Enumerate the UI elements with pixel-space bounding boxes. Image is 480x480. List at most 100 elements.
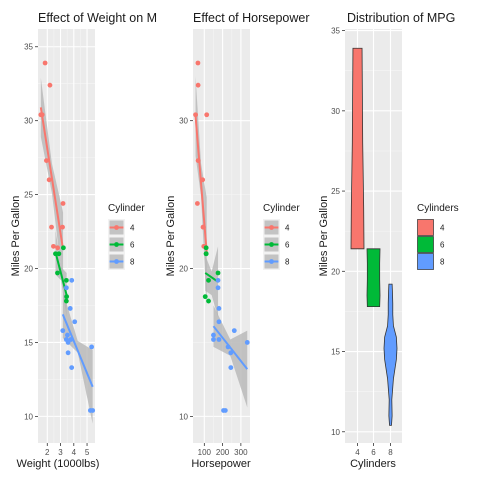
y-tick-label: 15	[24, 338, 33, 347]
regression-line-4-cyl	[194, 116, 208, 253]
data-point-8-cyl	[216, 306, 222, 311]
mpg-chart-title: Distribution of MPG	[347, 11, 455, 25]
x-tick-label: 200	[216, 448, 230, 457]
legend-label-8-cyl: 8	[285, 258, 290, 267]
data-point-6-cyl	[63, 277, 69, 283]
data-point-8-cyl	[67, 306, 73, 311]
x-tick-label: 5	[85, 448, 90, 457]
data-point-8-cyl	[222, 408, 228, 413]
data-point-8-cyl	[228, 365, 234, 370]
confidence-band-8-cyl	[213, 305, 248, 408]
data-point-4-cyl	[60, 224, 65, 230]
data-point-6-cyl	[215, 270, 221, 276]
legend-label-4-cyl: 4	[130, 224, 135, 233]
x-tick-label: 2	[45, 448, 50, 457]
y-tick-label: 35	[24, 43, 33, 52]
data-point-8-cyl	[231, 328, 237, 334]
data-point-8-cyl	[215, 277, 221, 283]
data-point-4-cyl	[51, 243, 56, 249]
legend-key-point	[114, 242, 119, 247]
x-tick-label: 4	[72, 448, 77, 457]
weight-x-axis-label: Weight (1000lbs)	[17, 458, 100, 470]
data-point-8-cyl	[215, 285, 221, 291]
data-point-8-cyl	[69, 277, 75, 283]
legend-key-point	[114, 225, 119, 230]
horsepower-y-axis-label: Miles Per Gallon	[165, 196, 177, 277]
y-tick-label: 20	[179, 265, 188, 274]
data-point-4-cyl	[195, 158, 201, 163]
regression-line-8-cyl	[61, 313, 94, 388]
regression-line-4-cyl	[39, 107, 65, 250]
data-point-8-cyl	[216, 337, 222, 342]
data-point-6-cyl	[202, 294, 208, 300]
legend-title: Cylinders	[417, 203, 459, 214]
y-tick-label: 25	[24, 191, 33, 200]
regression-line-8-cyl	[212, 325, 249, 370]
y-tick-label: 30	[179, 117, 188, 126]
data-point-4-cyl	[55, 245, 61, 251]
weight-legend: Cylinder 4 6 8	[108, 203, 145, 270]
data-point-4-cyl	[201, 224, 206, 230]
data-point-4-cyl	[44, 158, 49, 163]
data-point-4-cyl	[195, 60, 201, 66]
legend-label-4-cyl: 4	[285, 224, 290, 233]
x-tick-label: 6	[371, 448, 376, 457]
data-point-6-cyl	[203, 251, 209, 257]
legend-label-6-cyl: 6	[130, 241, 135, 250]
y-tick-label: 10	[24, 412, 33, 421]
legend-label-6-cyl: 6	[440, 241, 445, 250]
data-point-8-cyl	[69, 365, 75, 370]
data-point-8-cyl	[65, 350, 71, 356]
legend-key-swatch	[417, 236, 434, 253]
legend-key-point	[269, 242, 274, 247]
data-point-8-cyl	[216, 319, 222, 325]
data-point-6-cyl	[203, 245, 209, 251]
mpg-legend: Cylinders 4 6 8	[417, 203, 459, 270]
data-point-6-cyl	[53, 251, 58, 257]
legend-key-point	[114, 259, 119, 264]
data-point-8-cyl	[225, 344, 231, 350]
data-point-4-cyl	[47, 82, 53, 88]
y-tick-label: 10	[179, 412, 188, 421]
horsepower-chart: Effect of Horsepower 10 20 30 100 200 300 Hor…	[165, 11, 310, 470]
legend-label-8-cyl: 8	[130, 258, 135, 267]
x-tick-label: 4	[355, 448, 360, 457]
data-point-6-cyl	[206, 277, 211, 283]
data-point-4-cyl	[42, 60, 48, 66]
legend-key-swatch	[417, 219, 434, 236]
data-point-6-cyl	[206, 298, 211, 304]
y-tick-label: 20	[24, 265, 33, 274]
x-tick-label: 3	[58, 448, 63, 457]
y-tick-label: 15	[331, 348, 340, 357]
legend-label-4-cyl: 4	[440, 224, 445, 233]
data-point-8-cyl	[65, 340, 71, 345]
confidence-band-8-cyl	[62, 290, 93, 424]
data-point-4-cyl	[194, 201, 200, 206]
data-point-6-cyl	[63, 298, 69, 304]
horsepower-legend: Cylinder 4 6 8	[263, 203, 300, 270]
legend-title: Cylinder	[263, 203, 300, 214]
legend-key-point	[269, 225, 274, 230]
x-tick-label: 300	[234, 448, 248, 457]
data-point-6-cyl	[56, 251, 62, 257]
data-point-8-cyl	[72, 319, 78, 325]
data-point-4-cyl	[38, 112, 44, 118]
legend-label-8-cyl: 8	[440, 258, 445, 267]
data-point-8-cyl	[228, 350, 234, 356]
data-point-8-cyl	[90, 408, 96, 413]
legend-title: Cylinder	[108, 203, 145, 214]
data-point-4-cyl	[204, 112, 210, 118]
legend-label-6-cyl: 6	[285, 241, 290, 250]
y-tick-label: 20	[331, 267, 340, 276]
data-point-8-cyl	[244, 340, 250, 345]
legend-key-swatch	[417, 253, 434, 270]
data-point-8-cyl	[211, 337, 216, 342]
violin-4-cyl	[350, 47, 365, 250]
y-tick-label: 10	[331, 428, 340, 437]
data-point-4-cyl	[193, 112, 198, 118]
data-point-4-cyl	[200, 177, 206, 183]
mpg-distribution-chart: Distribution of MPG 10 15 20 25 30 35 4 6 8 Cyli…	[318, 11, 459, 470]
data-point-8-cyl	[65, 332, 70, 338]
